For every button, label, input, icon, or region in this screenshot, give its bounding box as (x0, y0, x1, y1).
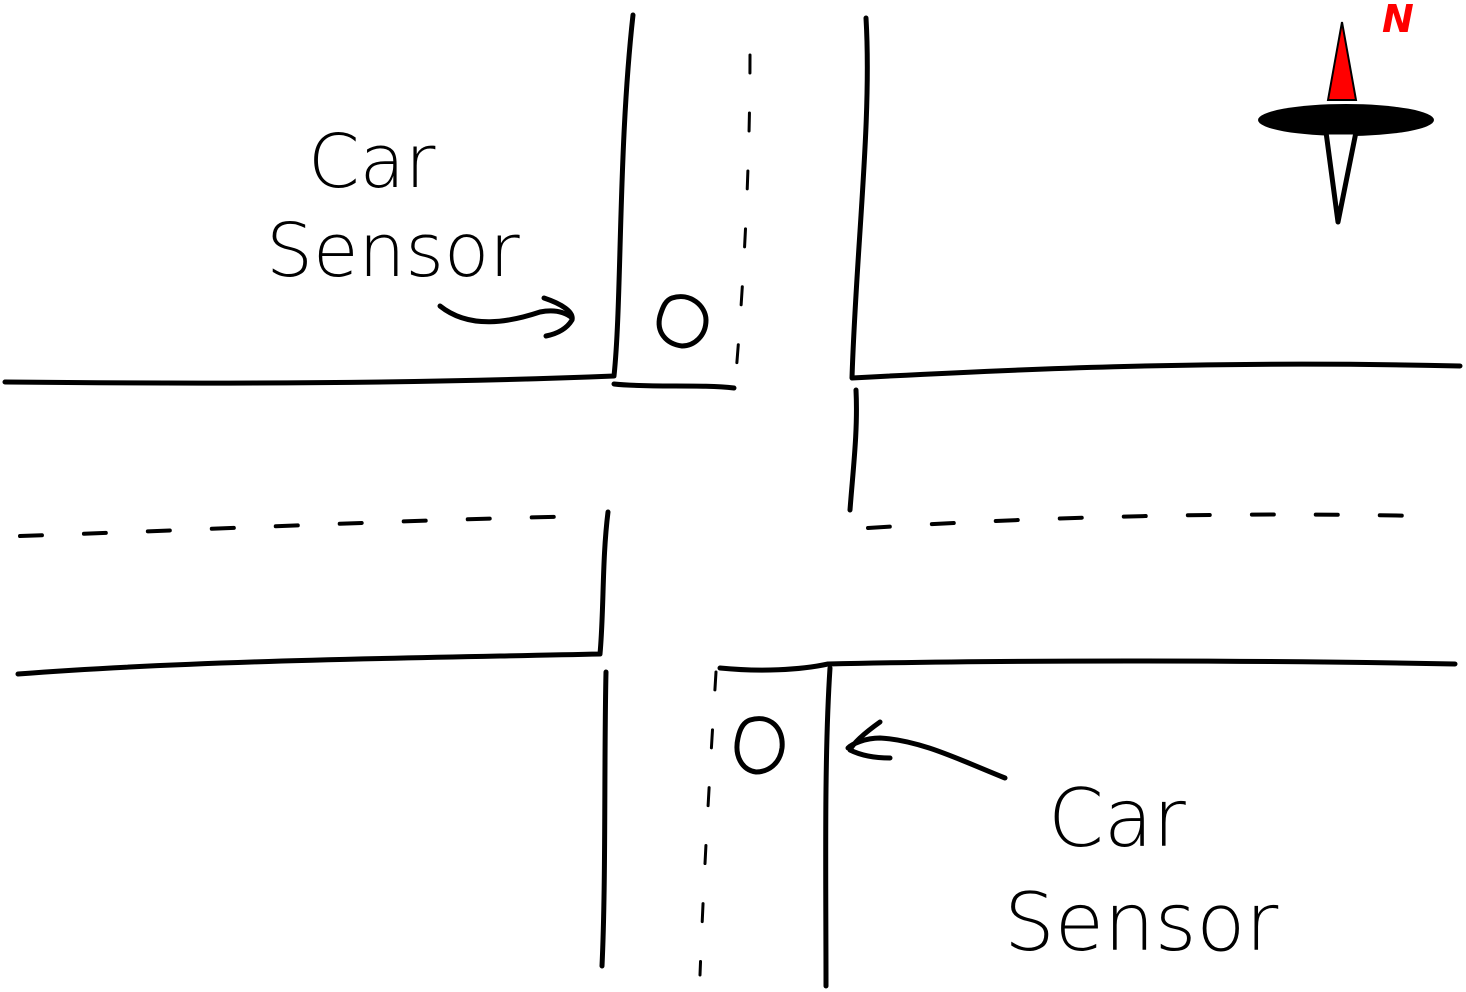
compass-icon (1258, 21, 1434, 225)
lane-divider-north (733, 53, 752, 387)
road-edge-ne (849, 15, 1463, 381)
arrow-icon (847, 719, 893, 761)
road-edge-sw (15, 509, 611, 677)
lane-divider-west (18, 514, 592, 538)
arrow-icon (541, 295, 575, 339)
road-edge-se (717, 658, 1458, 673)
sensor-label-top-line2: Sensor (266, 208, 520, 294)
sensor-icon (656, 294, 709, 349)
lane-divider-south (698, 670, 718, 977)
sensor-label-bottom-line2: Sensor (1004, 876, 1278, 969)
sensor-label-top-line1: Car (308, 119, 436, 205)
road-edge-se-south (823, 665, 833, 989)
sensor-icon (734, 716, 785, 775)
road-edge-nw (2, 12, 636, 386)
sensor-label-bottom-line1: Car (1048, 772, 1186, 865)
sensor-lane-stop-line-top (611, 381, 737, 391)
compass-north-label: N (1382, 0, 1414, 41)
road-edge-sw-south (599, 669, 609, 969)
lane-divider-east (866, 512, 1422, 530)
arrow-icon (437, 303, 575, 325)
road-edge-ne-stub (847, 387, 859, 513)
